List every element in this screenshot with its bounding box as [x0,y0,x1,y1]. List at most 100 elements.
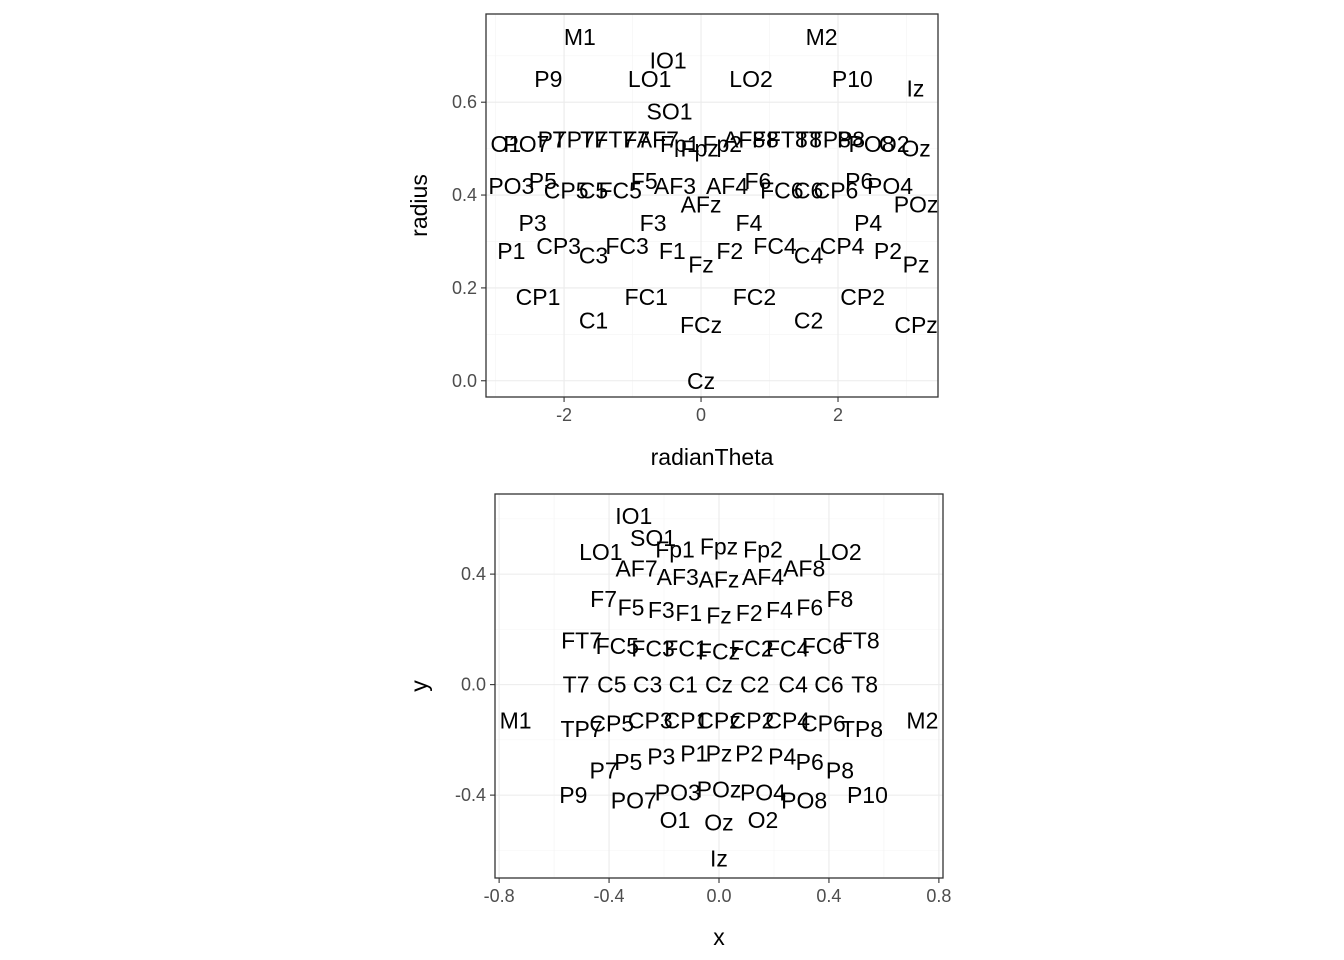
point-label-po3: PO3 [655,779,701,805]
panel-border [485,13,939,398]
point-label-c4: C4 [794,242,824,268]
point-label-m2: M2 [806,24,838,50]
point-label-po7: PO7 [611,788,657,814]
point-label-p2: P2 [735,741,763,767]
point-label-fc1: FC1 [625,284,668,310]
point-label-f2: F2 [736,600,763,626]
point-label-cp5: CP5 [589,710,634,736]
point-label-p9: P9 [534,66,562,92]
point-label-po3: PO3 [488,173,534,199]
point-label-c1: C1 [669,672,698,698]
point-label-fp2: Fp2 [702,131,742,157]
point-label-fc3: FC3 [605,233,648,259]
point-label-fp1: Fp1 [655,536,695,562]
point-label-fc4: FC4 [753,233,797,259]
point-label-m2: M2 [906,708,938,734]
point-label-p5: P5 [614,749,642,775]
point-label-poz: POz [894,191,939,217]
y-tick-label: 0.4 [461,564,486,584]
point-label-p7: P7 [589,757,617,783]
point-label-po7: PO7 [503,131,549,157]
point-label-afz: AFz [699,567,740,593]
point-label-ft8: FT8 [839,627,880,653]
point-label-c2: C2 [794,307,823,333]
point-label-fc2: FC2 [730,636,773,662]
point-label-ft7: FT7 [561,627,602,653]
point-label-o1: O1 [491,131,522,157]
point-label-lo1: LO1 [628,66,671,92]
point-label-c3: C3 [579,242,608,268]
x-tick-label: 0.8 [926,886,951,906]
point-label-p7: P7 [538,126,566,152]
x-tick-label: 0.4 [816,886,841,906]
y-tick-label: 0.0 [452,371,477,391]
point-label-fz: Fz [688,252,714,278]
point-label-fc6: FC6 [760,177,803,203]
point-label-iz: Iz [906,75,924,101]
point-label-t7: T7 [563,672,590,698]
point-label-p10: P10 [832,66,873,92]
point-label-io1: IO1 [650,47,687,73]
point-label-fcz: FCz [698,638,740,664]
point-label-cz: Cz [687,368,715,394]
point-label-p4: P4 [768,743,796,769]
point-label-afz: AFz [681,191,722,217]
point-label-pz: Pz [903,252,930,278]
point-label-f7: F7 [590,586,617,612]
point-label-oz: Oz [704,810,733,836]
point-label-o2: O2 [748,807,779,833]
point-label-f1: F1 [675,600,702,626]
point-label-ft7: FT7 [594,126,635,152]
point-label-so1: SO1 [647,98,693,124]
point-label-cp4: CP4 [820,233,865,259]
point-label-cpz: CPz [697,708,740,734]
point-label-af7: AF7 [615,556,657,582]
x-tick-label: -0.4 [594,886,625,906]
point-label-cp2: CP2 [730,708,775,734]
point-label-po8: PO8 [849,131,895,157]
point-label-cp2: CP2 [840,284,885,310]
point-label-f3: F3 [648,597,675,623]
plot-panel [486,14,938,397]
y-tick-label: 0.6 [452,92,477,112]
point-label-c1: C1 [579,307,608,333]
gridlines [486,14,938,397]
point-label-po4: PO4 [740,779,786,805]
point-label-c6: C6 [794,177,823,203]
point-labels: M1 M2 IO1 P9 LO1 LO2 P10 Iz SO1 O1PO7P7TP7T7FT7F7… [488,24,938,394]
point-label-af8: AF8 [783,556,825,582]
point-label-p6: P6 [796,749,824,775]
point-label-cp6: CP6 [814,177,859,203]
point-label-o2: O2 [879,131,910,157]
point-label-tp7: TP7 [560,716,602,742]
point-label-f5: F5 [631,168,658,194]
point-label-fc5: FC5 [596,633,639,659]
point-label-f6: F6 [796,594,823,620]
point-label-p4: P4 [854,210,882,236]
point-label-so1: SO1 [630,525,676,551]
point-label-p10: P10 [847,782,888,808]
point-label-fc3: FC3 [631,636,674,662]
point-label-af4: AF4 [706,173,748,199]
point-label-lo1: LO1 [579,539,622,565]
point-label-p1: P1 [497,238,525,264]
point-label-io1: IO1 [615,503,652,529]
point-label-af7: AF7 [637,126,679,152]
point-label-fc2: FC2 [733,284,776,310]
y-tick-label: 0.4 [452,185,477,205]
x-tick-label: 2 [833,405,843,425]
point-label-fc5: FC5 [599,177,642,203]
y-axis-title: radius [406,174,432,237]
point-label-ft8: FT8 [767,126,808,152]
point-label-f2: F2 [716,238,743,264]
point-label-tp7: TP7 [553,126,595,152]
point-label-c5: C5 [579,177,608,203]
point-label-tp8: TP8 [841,716,883,742]
point-label-c2: C2 [740,672,769,698]
y-tick-label: 0.2 [452,278,477,298]
point-label-cpz: CPz [894,312,937,338]
